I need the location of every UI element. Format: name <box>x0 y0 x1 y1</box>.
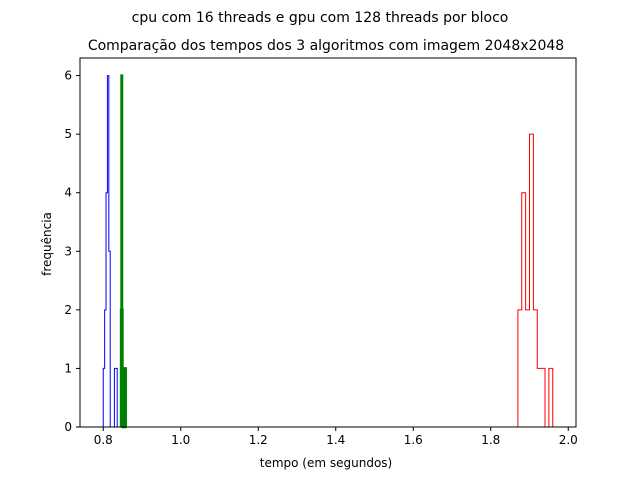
chart-suptitle: cpu com 16 threads e gpu com 128 threads… <box>132 10 509 26</box>
y-tick-label: 6 <box>64 69 72 83</box>
x-tick-label: 1.2 <box>249 433 268 447</box>
chart-title: Comparação dos tempos dos 3 algoritmos c… <box>88 38 564 54</box>
x-tick-label: 1.6 <box>404 433 423 447</box>
histogram-series-1 <box>102 75 118 428</box>
histogram-series-3 <box>517 133 554 428</box>
y-tick-label: 3 <box>64 244 72 258</box>
histogram-series-2 <box>119 74 127 429</box>
y-tick-label: 0 <box>64 420 72 434</box>
y-tick-label: 4 <box>64 186 72 200</box>
x-tick-label: 0.8 <box>94 433 113 447</box>
x-tick-label: 2.0 <box>559 433 578 447</box>
series-layer <box>102 74 554 429</box>
y-axis-label: frequência <box>40 212 54 276</box>
axes-layer: 0.8 1.0 1.2 1.4 1.6 1.8 2.0 0 1 2 3 4 5 6 <box>64 57 578 447</box>
x-tick-label: 1.0 <box>171 433 190 447</box>
y-tick-label: 2 <box>64 303 72 317</box>
x-tick-label: 1.4 <box>326 433 345 447</box>
x-tick-label: 1.8 <box>481 433 500 447</box>
x-axis-label: tempo (em segundos) <box>260 456 392 470</box>
plot-frame <box>79 57 577 428</box>
y-tick-label: 1 <box>64 361 72 375</box>
y-tick-label: 5 <box>64 127 72 141</box>
